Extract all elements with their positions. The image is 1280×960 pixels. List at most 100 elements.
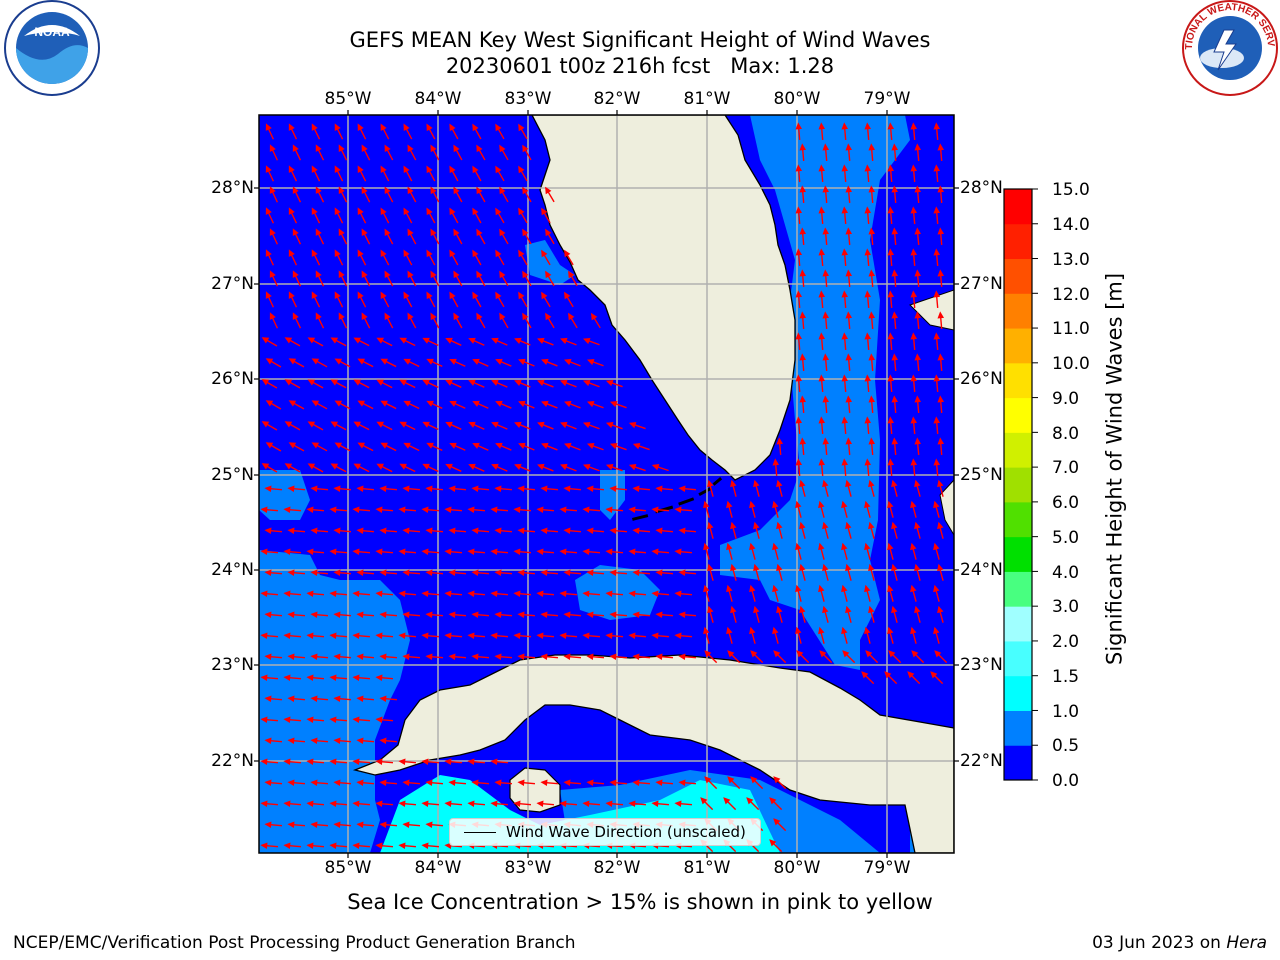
wave-direction-arrowhead xyxy=(937,395,945,403)
colorbar-tick-label: 12.0 xyxy=(1052,285,1090,305)
wave-direction-arrowhead xyxy=(868,479,875,488)
wave-direction-arrowhead xyxy=(818,290,826,298)
wave-direction-arrowhead xyxy=(287,653,295,661)
wave-direction-arrowhead xyxy=(545,228,552,237)
wave-direction-arrowhead xyxy=(403,249,410,258)
wave-direction-arrowhead xyxy=(310,527,318,535)
wave-direction-arrowhead xyxy=(338,228,345,236)
wave-direction-arrowhead xyxy=(375,590,383,598)
wave-direction-arrowhead xyxy=(541,400,549,408)
wave-direction-arrowhead xyxy=(422,421,430,428)
wave-direction-arrowhead xyxy=(678,569,686,577)
wave-direction-arrowhead xyxy=(384,270,391,279)
wave-direction-arrowhead xyxy=(384,144,391,153)
wave-direction-arrowhead xyxy=(518,291,525,300)
lat-label-right: 27°N xyxy=(960,274,1003,294)
wave-direction-arrowhead xyxy=(422,337,430,344)
wave-direction-arrowhead xyxy=(467,590,475,598)
colorbar-tick-label: 2.0 xyxy=(1052,632,1080,652)
wave-direction-arrowhead xyxy=(260,506,268,514)
wave-direction-arrowhead xyxy=(605,379,614,387)
lat-label-left: 28°N xyxy=(211,178,254,198)
wave-direction-arrowhead xyxy=(264,821,272,829)
wave-direction-arrowhead xyxy=(818,584,825,593)
wave-direction-arrowhead xyxy=(448,611,456,619)
wave-direction-arrowhead xyxy=(310,821,318,829)
wave-direction-arrowhead xyxy=(403,400,411,407)
wave-direction-arrowhead xyxy=(261,337,270,344)
wave-direction-arrowhead xyxy=(514,463,522,470)
wave-direction-arrowhead xyxy=(678,611,686,619)
wave-direction-arrowhead xyxy=(773,818,781,826)
wave-direction-arrowhead xyxy=(632,779,640,787)
wave-direction-arrowhead xyxy=(499,312,506,321)
wave-direction-arrowhead xyxy=(864,458,872,466)
wave-direction-arrowhead xyxy=(937,185,945,193)
wave-direction-arrowhead xyxy=(609,442,618,450)
wave-direction-arrowhead xyxy=(937,479,944,488)
wave-direction-arrowhead xyxy=(292,270,299,278)
wave-direction-arrowhead xyxy=(283,590,291,598)
colorbar-tick-label: 1.5 xyxy=(1052,667,1080,687)
wave-direction-arrowhead xyxy=(283,716,291,724)
wave-direction-arrowhead xyxy=(536,632,544,640)
wind-wave-arrows xyxy=(260,122,948,853)
lon-label-top: 84°W xyxy=(414,89,462,109)
wave-direction-arrowhead xyxy=(773,776,781,784)
wave-direction-arrowhead xyxy=(287,737,295,745)
wave-direction-arrowhead xyxy=(380,442,388,449)
colorbar-tick-label: 6.0 xyxy=(1052,493,1080,513)
wave-direction-arrowhead xyxy=(707,479,714,488)
wave-direction-arrowhead xyxy=(730,563,737,572)
wave-direction-arrowhead xyxy=(311,400,320,407)
wave-direction-arrowhead xyxy=(471,485,479,493)
wave-direction-arrowhead xyxy=(445,463,453,470)
wave-direction-arrowhead xyxy=(379,695,387,703)
wave-direction-arrowhead xyxy=(265,165,272,173)
land-bahamas-north xyxy=(909,289,954,331)
wave-direction-arrowhead xyxy=(799,227,807,235)
wave-direction-arrowhead xyxy=(379,611,387,619)
wave-direction-arrowhead xyxy=(891,227,899,235)
wave-direction-arrowhead xyxy=(568,270,575,279)
wave-direction-arrowhead xyxy=(864,416,872,424)
colorbar-tick-label: 4.0 xyxy=(1052,563,1080,583)
wave-direction-arrowhead xyxy=(818,122,826,130)
wave-direction-arrowhead xyxy=(628,421,637,429)
wave-direction-arrowhead xyxy=(891,563,898,572)
wave-direction-arrowhead xyxy=(380,291,387,300)
wave-direction-arrowhead xyxy=(356,611,364,619)
wave-direction-arrowhead xyxy=(384,312,391,321)
wave-direction-arrowhead xyxy=(845,353,853,361)
wave-direction-arrowhead xyxy=(430,270,437,279)
wave-direction-arrowhead xyxy=(727,650,735,658)
wave-direction-arrowhead xyxy=(845,311,853,319)
wave-direction-arrowhead xyxy=(541,358,549,366)
wave-direction-arrowhead xyxy=(288,249,295,257)
wave-direction-arrowhead xyxy=(402,569,410,577)
wave-direction-arrowhead xyxy=(822,185,830,193)
wave-direction-arrowhead xyxy=(563,653,571,661)
wave-direction-arrowhead xyxy=(292,144,299,152)
wave-direction-arrowhead xyxy=(845,605,852,614)
wave-direction-arrowhead xyxy=(379,737,387,745)
wave-direction-arrowhead xyxy=(357,165,364,173)
wave-direction-arrowhead xyxy=(769,839,777,847)
wave-direction-arrowhead xyxy=(361,186,368,194)
wave-direction-arrowhead xyxy=(334,358,343,365)
wave-direction-arrowhead xyxy=(563,527,571,535)
wave-direction-arrowhead xyxy=(380,207,387,216)
wave-direction-arrowhead xyxy=(491,463,499,470)
wave-direction-arrowhead xyxy=(517,527,525,535)
wave-direction-arrowhead xyxy=(703,584,710,593)
wave-direction-arrowhead xyxy=(334,442,343,449)
wave-direction-arrowhead xyxy=(265,123,272,131)
wave-direction-arrowhead xyxy=(430,186,437,195)
wave-direction-arrowhead xyxy=(910,542,917,551)
wave-direction-arrowhead xyxy=(288,165,295,173)
wave-direction-arrowhead xyxy=(914,185,922,193)
lon-label-top: 85°W xyxy=(324,89,372,109)
wave-direction-arrowhead xyxy=(426,358,434,365)
wave-direction-arrowhead xyxy=(868,353,876,361)
wave-direction-arrowhead xyxy=(269,312,276,320)
